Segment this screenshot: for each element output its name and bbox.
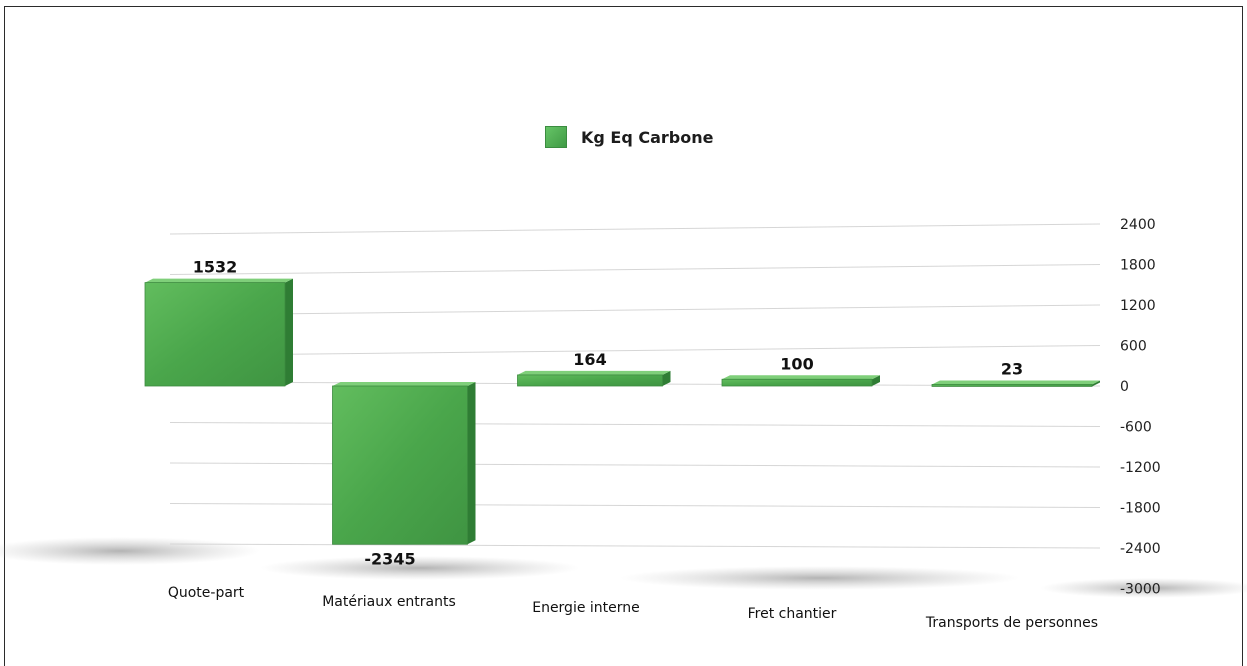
bar-side — [467, 382, 476, 545]
x-axis: Quote-part Matériaux entrants Energie inte… — [168, 585, 1098, 631]
y-tick-label: 1200 — [1120, 298, 1156, 314]
shadow-3 — [1040, 578, 1247, 598]
bar-front — [332, 385, 468, 545]
bar-front — [517, 374, 663, 387]
gridline — [169, 223, 1101, 235]
gridline — [169, 503, 1101, 508]
bar-side — [285, 278, 293, 386]
bar-1 — [332, 382, 476, 545]
shadow-1 — [260, 556, 580, 580]
bar-front — [931, 384, 1093, 387]
shadow-0 — [0, 537, 260, 565]
gridline — [169, 345, 1101, 356]
bar-chart: 2400 1800 1200 600 0 -600 -1200 -1800 -2400 -3000… — [0, 217, 1247, 631]
bar-front — [721, 378, 873, 387]
legend-swatch — [545, 126, 567, 148]
value-label: 23 — [1001, 359, 1023, 378]
gridline — [169, 422, 1101, 427]
category-label: Energie interne — [532, 600, 640, 616]
value-label: 1532 — [193, 258, 238, 277]
y-tick-label: 1800 — [1120, 258, 1156, 274]
chart-frame — [4, 6, 1243, 666]
y-tick-label: 2400 — [1120, 217, 1156, 233]
bar-4 — [931, 380, 1100, 387]
value-labels: 1532 -2345 164 100 23 — [193, 258, 1023, 569]
legend: Kg Eq Carbone — [545, 126, 714, 148]
shadow-2 — [620, 566, 1020, 590]
bar-top — [332, 382, 476, 386]
category-label: Transports de personnes — [925, 615, 1098, 631]
gridline — [169, 264, 1101, 275]
category-label: Quote-part — [168, 585, 245, 601]
legend-label: Kg Eq Carbone — [581, 127, 714, 147]
bars — [144, 278, 1100, 545]
y-tick-label: -2400 — [1120, 541, 1161, 557]
gridline — [169, 543, 1101, 549]
bar-top — [145, 278, 293, 283]
gridline — [169, 462, 1101, 468]
bar-2 — [517, 370, 671, 387]
y-axis: 2400 1800 1200 600 0 -600 -1200 -1800 -2400 -3000 — [1120, 217, 1161, 598]
value-label: -2345 — [364, 549, 415, 568]
gridlines — [169, 223, 1101, 549]
gridline — [169, 304, 1101, 316]
y-tick-label: -3000 — [1120, 582, 1161, 598]
bar-top — [932, 380, 1100, 385]
y-tick-label: -600 — [1120, 420, 1152, 436]
value-label: 164 — [573, 350, 606, 369]
bar-side — [1092, 380, 1100, 387]
y-tick-label: -1200 — [1120, 460, 1161, 476]
bar-3 — [721, 375, 880, 387]
value-label: 100 — [780, 354, 813, 373]
y-tick-label: -1800 — [1120, 501, 1161, 517]
bar-front — [144, 282, 286, 387]
bar-top — [722, 375, 880, 380]
category-label: Fret chantier — [748, 606, 837, 622]
bar-side — [662, 370, 671, 386]
bar-top — [517, 370, 671, 375]
bar-0 — [144, 278, 293, 387]
y-tick-label: 600 — [1120, 339, 1147, 355]
y-tick-label: 0 — [1120, 379, 1129, 395]
bar-side — [872, 375, 880, 386]
category-label: Matériaux entrants — [322, 594, 456, 610]
